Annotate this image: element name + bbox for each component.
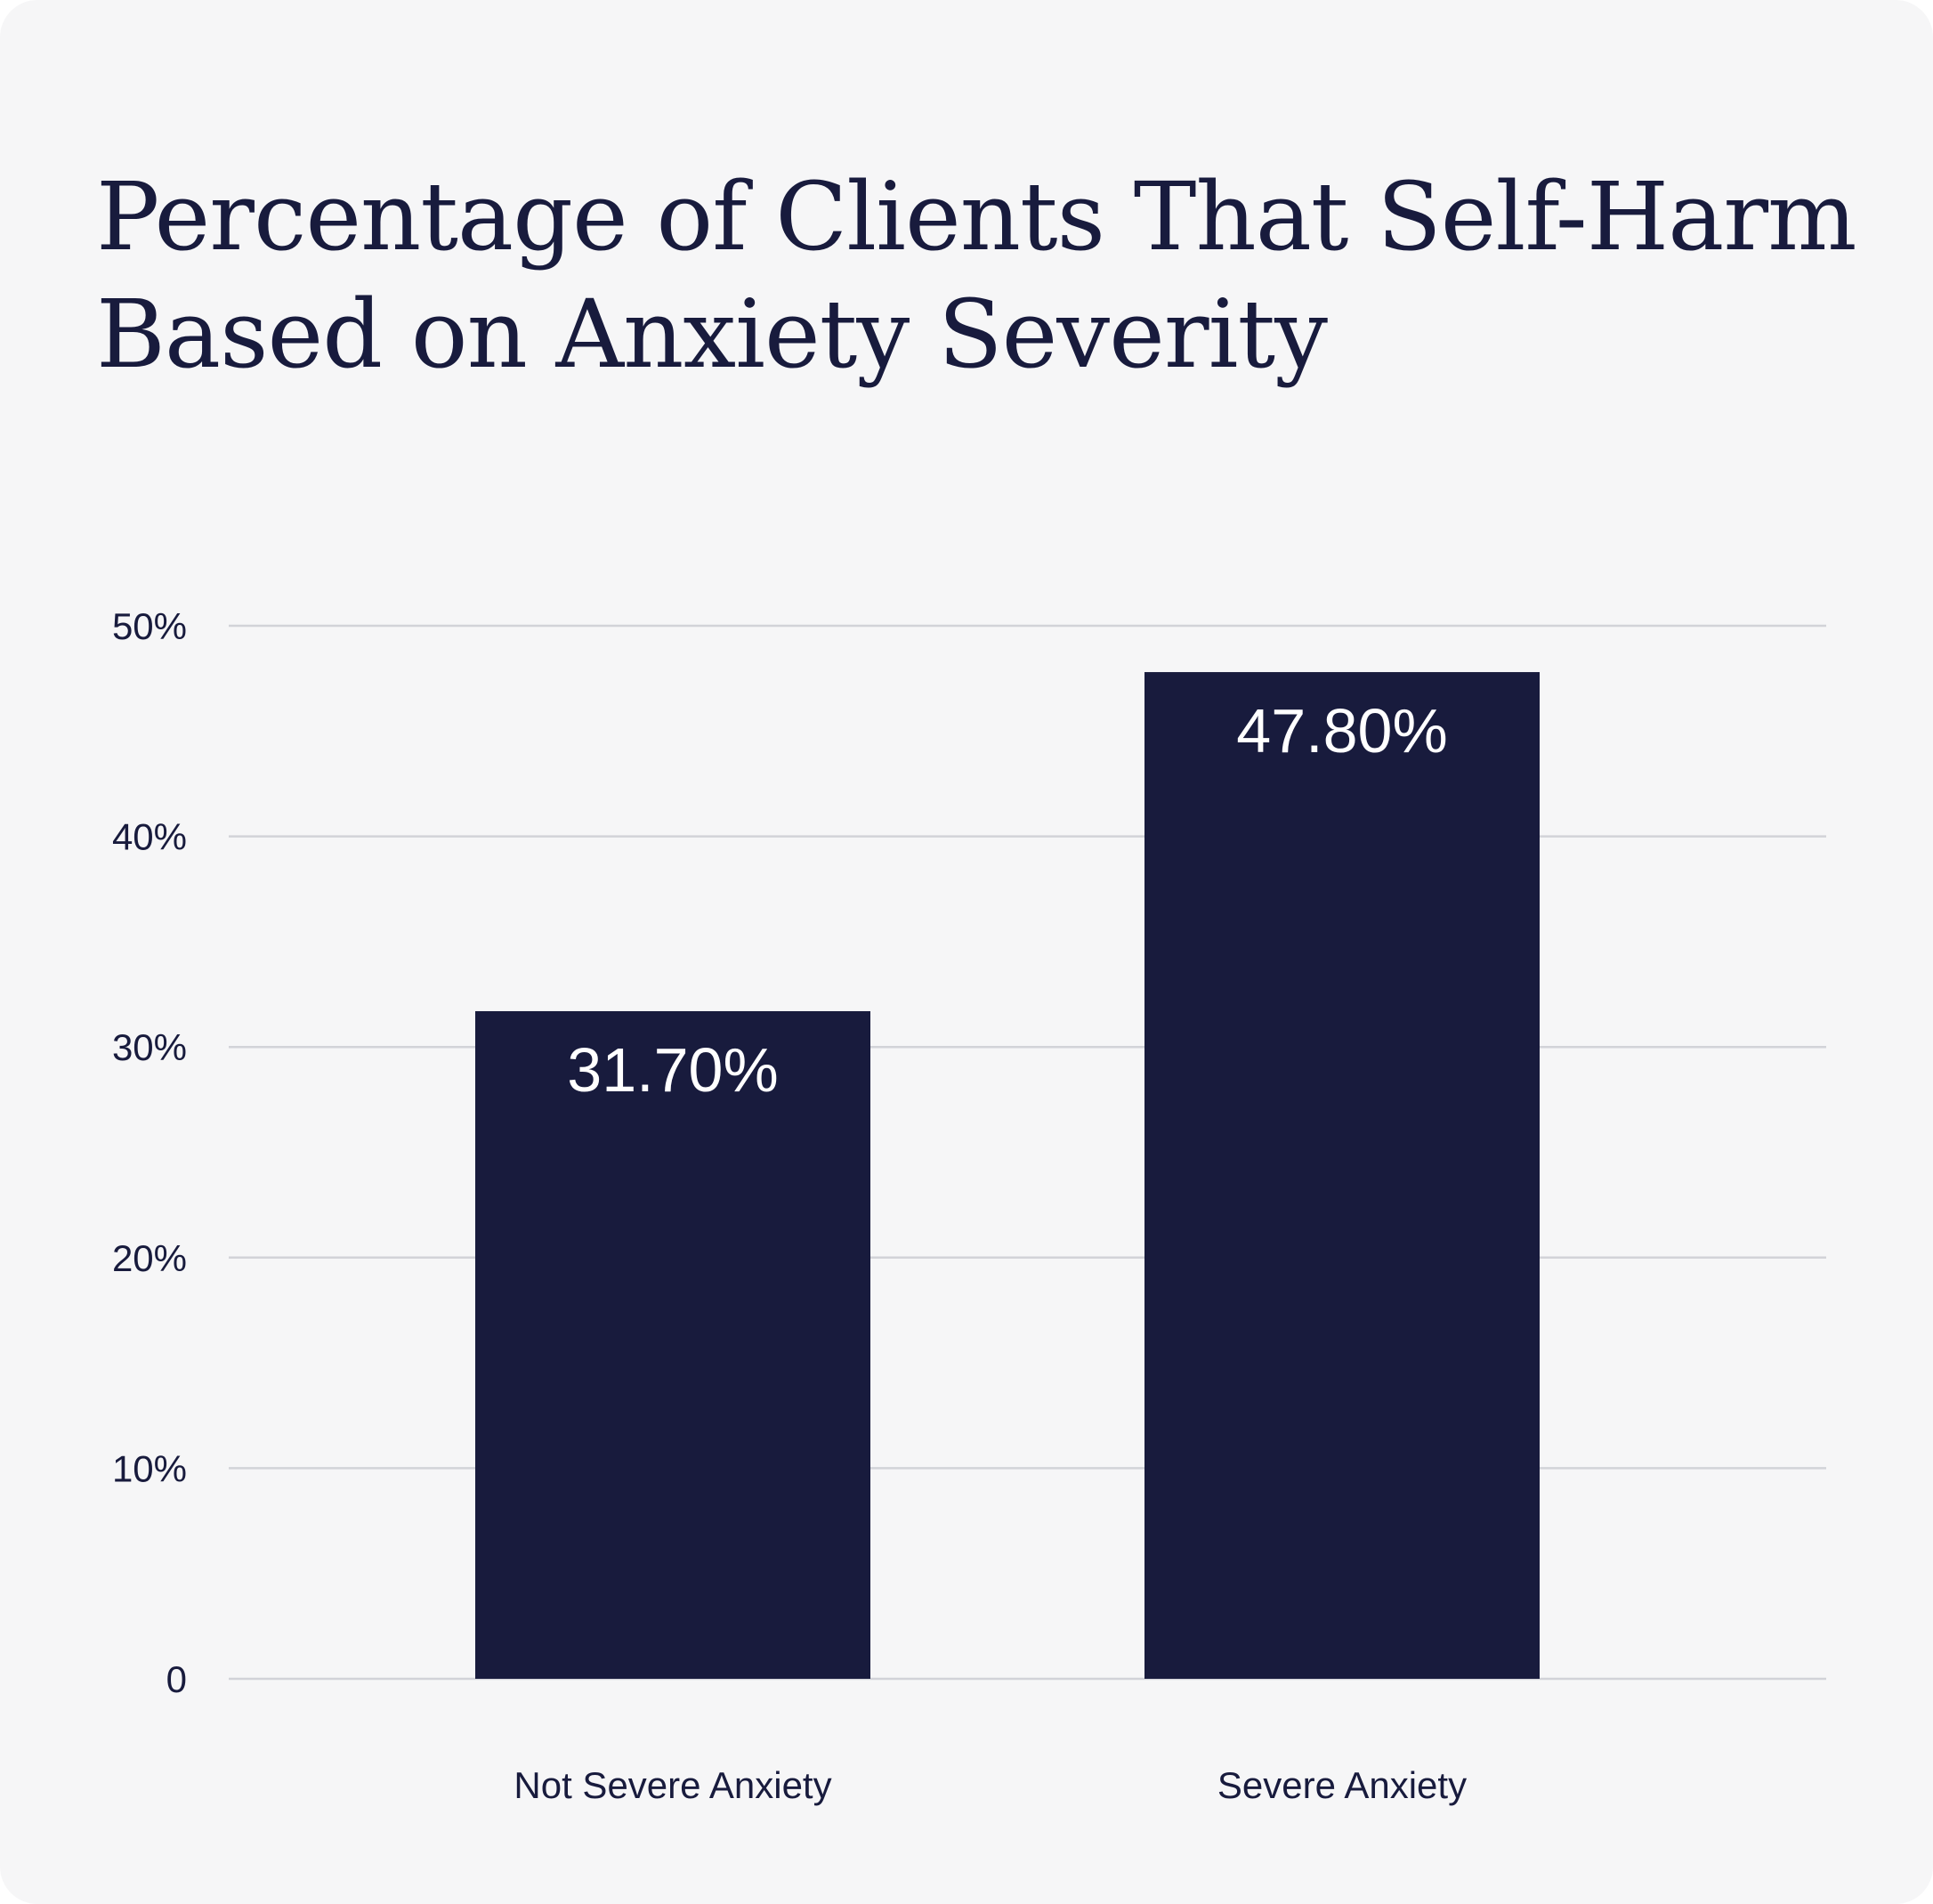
y-tick-label-20: 20% <box>112 1237 187 1279</box>
y-tick-label-30: 30% <box>112 1026 187 1068</box>
chart-title-line-2: Based on Anxiety Severity <box>96 280 1328 389</box>
y-tick-label-40: 40% <box>112 816 187 858</box>
y-tick-label-50: 50% <box>112 605 187 647</box>
x-category-label-1: Severe Anxiety <box>1217 1764 1467 1806</box>
chart-title-line-1: Percentage of Clients That Self-Harm <box>96 162 1857 271</box>
y-tick-label-0: 0 <box>166 1658 187 1700</box>
bar-0 <box>475 1010 870 1679</box>
chart-title: Percentage of Clients That Self-Harm Bas… <box>96 158 1857 393</box>
y-tick-label-10: 10% <box>112 1447 187 1489</box>
bar-value-label-0: 31.70% <box>567 1035 778 1105</box>
bar-1 <box>1144 672 1540 1679</box>
x-category-label-0: Not Severe Anxiety <box>514 1764 831 1806</box>
bar-value-label-1: 47.80% <box>1236 696 1447 766</box>
